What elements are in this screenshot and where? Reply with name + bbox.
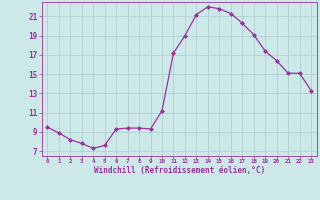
X-axis label: Windchill (Refroidissement éolien,°C): Windchill (Refroidissement éolien,°C) <box>94 166 265 175</box>
